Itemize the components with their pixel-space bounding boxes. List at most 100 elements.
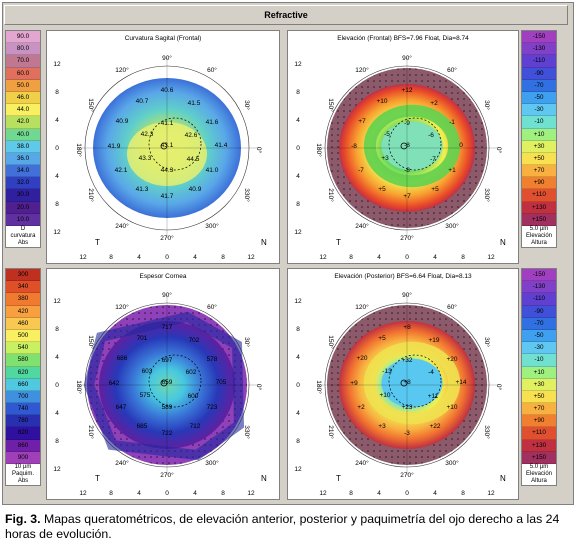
scale-step: 90.0: [6, 31, 40, 44]
degree-label: 270°: [160, 471, 174, 479]
scale-step: +10: [522, 128, 556, 141]
map-value-label: +10: [379, 392, 390, 399]
y-tick: 8: [55, 89, 59, 96]
x-tick: 0: [165, 254, 169, 261]
degree-label: 300°: [205, 459, 219, 467]
x-tick: 8: [109, 490, 113, 497]
scale-step: -110: [522, 55, 556, 68]
map-value-label: +23: [401, 404, 412, 411]
scale-unit: Abs: [6, 240, 40, 247]
map-value-label: +10: [446, 404, 457, 411]
scale-step: -130: [522, 43, 556, 56]
map-value-label: -3: [404, 430, 410, 437]
y-tick: 12: [294, 61, 302, 68]
elevation-post-scale: -150 -130 -110 -90 -70 -50 -30 -10 +10 +30 +50 +70 +…: [521, 268, 557, 486]
scale-step: +70: [522, 165, 556, 178]
degree-label: 150°: [327, 335, 335, 349]
scale-step: 860: [6, 439, 40, 452]
map-value-label: +8: [403, 324, 411, 331]
scale-step: 460: [6, 317, 40, 330]
x-tick: 0: [165, 490, 169, 497]
map-value-label: +19: [428, 337, 439, 344]
map-value-label: 659: [162, 379, 173, 386]
map-value-label: 41.7: [161, 193, 174, 200]
map-value-label: 42.6: [185, 132, 198, 139]
scale-unit: 5.0 µm: [522, 226, 556, 233]
scale-step: +150: [522, 451, 556, 464]
map-value-label: -7: [358, 167, 364, 174]
degree-label: 90°: [402, 54, 412, 62]
scale-step: +130: [522, 439, 556, 452]
y-tick: 0: [296, 382, 300, 389]
y-tick: 4: [55, 354, 59, 361]
scale-step: 340: [6, 281, 40, 294]
y-tick: 8: [55, 201, 59, 208]
y-tick: 4: [55, 173, 59, 180]
scale-step: 580: [6, 354, 40, 367]
scale-step: 500: [6, 329, 40, 343]
degree-label: 120°: [355, 66, 369, 74]
degree-label: 0°: [495, 147, 503, 154]
scale-step: -110: [522, 293, 556, 306]
map-value-label: +14: [455, 379, 466, 386]
degree-label: 330°: [483, 188, 491, 202]
x-tick: 8: [461, 254, 465, 261]
scale-step: 34.0: [6, 165, 40, 178]
scale-step: 700: [6, 390, 40, 404]
scale-step: -50: [522, 91, 556, 105]
degree-label: 300°: [205, 222, 219, 230]
map-value-label: 705: [216, 379, 227, 386]
x-tick: 0: [405, 254, 409, 261]
degree-label: 210°: [87, 188, 95, 202]
degree-label: 240°: [115, 459, 129, 467]
map-value-label: 43.1: [161, 142, 174, 149]
x-tick: 12: [319, 490, 327, 497]
degree-label: 180°: [75, 380, 83, 394]
caption-label: Fig. 3.: [5, 512, 41, 526]
scale-step: -90: [522, 305, 556, 318]
scale-step: 30.0: [6, 189, 40, 202]
posterior-elevation-panel[interactable]: 90° 120° 60° 150° 30° 180° 0° 210° 330° 240° 300° 2…: [287, 268, 519, 500]
scale-step: 780: [6, 415, 40, 428]
map-value-label: +2: [357, 404, 365, 411]
scale-step: 36.0: [6, 152, 40, 166]
degree-label: 60°: [447, 66, 457, 74]
scale-step: +50: [522, 390, 556, 404]
y-tick: 12: [53, 61, 61, 68]
map-value-label: 600: [188, 393, 199, 400]
anterior-elevation-panel[interactable]: 90° 120° 60° 150° 30° 180° 0° 210° 330° 240° 300° 2…: [287, 30, 519, 264]
map-value-label: 41.1: [161, 120, 174, 127]
map-canvas: 90° 120° 60° 150° 30° 180° 0° 210° 330° 240° 300° 2…: [53, 54, 267, 261]
scale-step: 900: [6, 451, 40, 464]
map-value-label: 44.5: [187, 156, 200, 163]
scale-unit: 10 µm: [6, 464, 40, 471]
x-tick: 4: [137, 254, 141, 261]
curvature-scale: 90.0 80.0 70.0 60.0 50.0 46.0 44.0 42.0 40.0 38.0…: [5, 30, 41, 248]
map-value-label: 42.1: [115, 167, 128, 174]
degree-label: 120°: [115, 66, 129, 74]
scale-step: 660: [6, 378, 40, 391]
map-value-label: 701: [137, 335, 148, 342]
y-tick: 4: [296, 117, 300, 124]
map-value-label: 685: [137, 423, 148, 430]
y-tick: 8: [296, 89, 300, 96]
map-value-label: 647: [116, 404, 127, 411]
x-tick: 8: [109, 254, 113, 261]
scale-step: 32.0: [6, 177, 40, 190]
degree-label: 120°: [355, 303, 369, 311]
scale-step: -10: [522, 116, 556, 129]
scale-step: +110: [522, 427, 556, 440]
pachymetry-panel[interactable]: 90° 120° 60° 150° 30° 180° 0° 210° 330° 240° 300° 2…: [46, 268, 280, 500]
sagittal-curvature-panel[interactable]: 90° 120° 60° 150° 30° 180° 0° 210° 330° 240° 300° 2…: [46, 30, 280, 264]
degree-label: 330°: [243, 188, 251, 202]
y-tick: 4: [55, 117, 59, 124]
map-value-label: +7: [403, 193, 411, 200]
nasal-label: N: [500, 238, 506, 247]
map-value-label: 40.9: [116, 118, 129, 125]
map-value-label: +12: [401, 87, 412, 94]
degree-label: 150°: [327, 98, 335, 112]
scale-step: -70: [522, 79, 556, 92]
scale-unit: curvatura: [6, 233, 40, 240]
degree-label: 330°: [483, 425, 491, 439]
elevation-front-scale: -150 -130 -110 -90 -70 -50 -30 -10 +10 +30 +50 +70 +…: [521, 30, 557, 248]
